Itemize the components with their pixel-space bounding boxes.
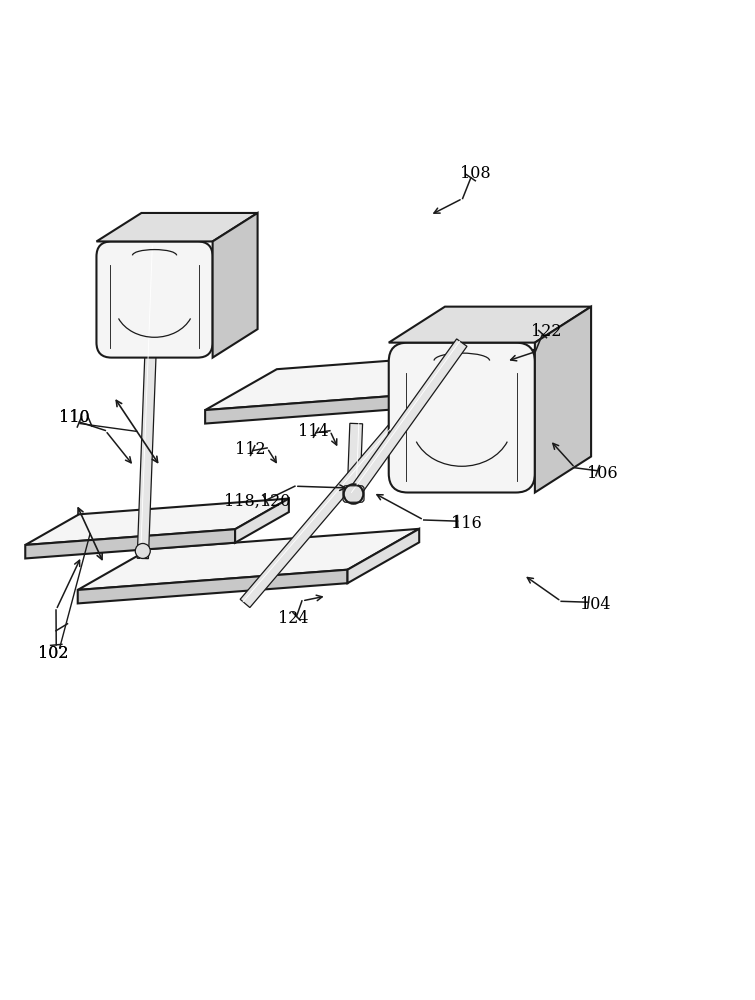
Text: 108: 108 <box>460 165 490 182</box>
Polygon shape <box>240 344 467 608</box>
Polygon shape <box>347 423 362 494</box>
Polygon shape <box>137 246 160 559</box>
Polygon shape <box>475 349 547 403</box>
FancyBboxPatch shape <box>389 343 535 493</box>
Text: 124: 124 <box>279 610 309 627</box>
Text: 114: 114 <box>298 423 329 440</box>
Circle shape <box>344 484 363 504</box>
Polygon shape <box>97 213 257 241</box>
Polygon shape <box>235 499 289 543</box>
Text: 112: 112 <box>235 441 266 458</box>
Polygon shape <box>205 390 475 424</box>
Polygon shape <box>347 529 419 583</box>
Text: 102: 102 <box>39 645 69 662</box>
Text: 110: 110 <box>59 409 89 426</box>
Polygon shape <box>213 213 257 358</box>
FancyBboxPatch shape <box>97 241 213 358</box>
Text: 102: 102 <box>39 645 69 662</box>
Polygon shape <box>205 349 547 410</box>
Polygon shape <box>78 570 347 603</box>
Circle shape <box>135 543 150 558</box>
Text: 122: 122 <box>531 323 562 340</box>
Text: 104: 104 <box>580 596 610 613</box>
Text: 118,120: 118,120 <box>224 493 291 510</box>
Polygon shape <box>535 307 591 493</box>
Text: 106: 106 <box>587 465 618 482</box>
Polygon shape <box>389 307 591 343</box>
Polygon shape <box>78 529 419 590</box>
Text: 116: 116 <box>451 515 481 532</box>
Polygon shape <box>348 339 467 498</box>
Polygon shape <box>25 529 235 558</box>
Text: 110: 110 <box>59 409 89 426</box>
Polygon shape <box>25 499 289 545</box>
